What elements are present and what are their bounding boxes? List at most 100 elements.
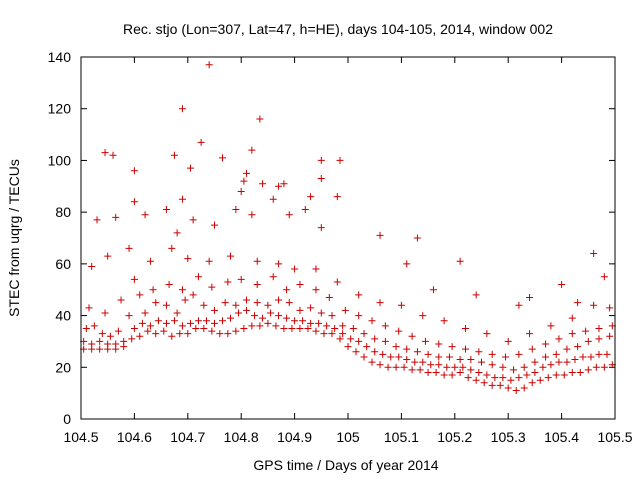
data-point <box>197 138 205 146</box>
data-point <box>178 105 186 113</box>
data-point <box>312 265 320 273</box>
data-point <box>149 286 157 294</box>
data-point <box>146 322 154 330</box>
data-point <box>168 332 176 340</box>
x-tick-label: 104.5 <box>63 429 98 445</box>
data-point <box>339 322 347 330</box>
data-point <box>291 265 299 273</box>
data-point <box>475 368 483 376</box>
data-point <box>472 376 480 384</box>
data-point <box>496 381 504 389</box>
data-point <box>408 366 416 374</box>
data-point <box>368 317 376 325</box>
y-tick-label: 0 <box>63 411 71 427</box>
y-tick-label: 60 <box>55 256 71 272</box>
data-point <box>574 343 582 351</box>
data-point <box>600 273 608 281</box>
data-point <box>395 353 403 361</box>
x-tick-label: 104.7 <box>170 429 205 445</box>
data-point <box>186 319 194 327</box>
data-point <box>243 169 251 177</box>
data-point <box>232 327 240 335</box>
data-point <box>301 206 309 214</box>
data-point <box>267 309 275 317</box>
data-point <box>328 330 336 338</box>
data-point <box>478 358 485 366</box>
x-tick-label: 104.8 <box>224 429 259 445</box>
data-point <box>165 281 173 289</box>
data-points <box>80 61 616 395</box>
data-point <box>117 296 125 304</box>
data-point <box>555 358 563 366</box>
y-tick-label: 120 <box>48 101 72 117</box>
data-point <box>211 306 218 314</box>
data-point <box>371 335 379 343</box>
data-point <box>154 317 162 325</box>
data-point <box>403 345 411 353</box>
data-point <box>355 312 363 320</box>
data-point <box>483 371 491 379</box>
data-point <box>168 244 176 252</box>
data-point <box>141 211 149 219</box>
y-tick-label: 140 <box>48 49 72 65</box>
data-point <box>400 363 408 371</box>
data-point <box>307 319 315 327</box>
data-point <box>456 356 464 364</box>
y-tick-label: 100 <box>48 152 72 168</box>
plot-frame <box>80 56 616 420</box>
data-point <box>528 379 536 387</box>
data-point <box>539 363 547 371</box>
data-point <box>381 337 389 345</box>
data-point <box>173 309 181 317</box>
data-point <box>275 296 283 304</box>
data-point <box>488 361 496 369</box>
data-point <box>376 299 384 307</box>
data-point <box>138 319 146 327</box>
data-point <box>339 330 347 338</box>
data-point <box>264 319 272 327</box>
data-point <box>504 337 512 345</box>
data-point <box>421 337 429 345</box>
data-point <box>88 262 96 270</box>
data-point <box>259 314 267 322</box>
data-point <box>208 283 216 291</box>
data-point <box>181 296 189 304</box>
data-point <box>568 330 576 338</box>
data-point <box>523 371 531 379</box>
x-tick-label: 105.1 <box>384 429 419 445</box>
data-point <box>480 379 488 387</box>
data-point <box>491 374 499 382</box>
data-point <box>237 187 245 195</box>
data-point <box>411 358 419 366</box>
data-point <box>531 368 539 376</box>
data-point <box>520 384 528 392</box>
data-point <box>331 325 339 332</box>
data-point <box>544 374 552 382</box>
data-point <box>526 293 534 301</box>
data-point <box>579 353 587 361</box>
data-point <box>520 363 528 371</box>
data-point <box>333 193 341 201</box>
data-point <box>205 61 213 69</box>
data-point <box>248 146 256 154</box>
data-point <box>248 211 256 219</box>
data-point <box>125 244 133 252</box>
data-point <box>336 156 344 164</box>
data-point <box>275 260 283 268</box>
data-point <box>120 337 128 345</box>
data-point <box>413 348 421 356</box>
data-point <box>288 325 296 332</box>
data-point <box>211 221 218 229</box>
x-tick-label: 104.9 <box>277 429 312 445</box>
data-point <box>499 374 507 382</box>
data-point <box>563 358 571 366</box>
data-point <box>568 368 576 376</box>
data-point <box>600 363 608 371</box>
data-point <box>376 231 384 239</box>
data-point <box>328 312 336 320</box>
data-point <box>403 260 411 268</box>
data-point <box>128 335 136 343</box>
data-point <box>360 330 368 338</box>
data-point <box>542 353 550 361</box>
